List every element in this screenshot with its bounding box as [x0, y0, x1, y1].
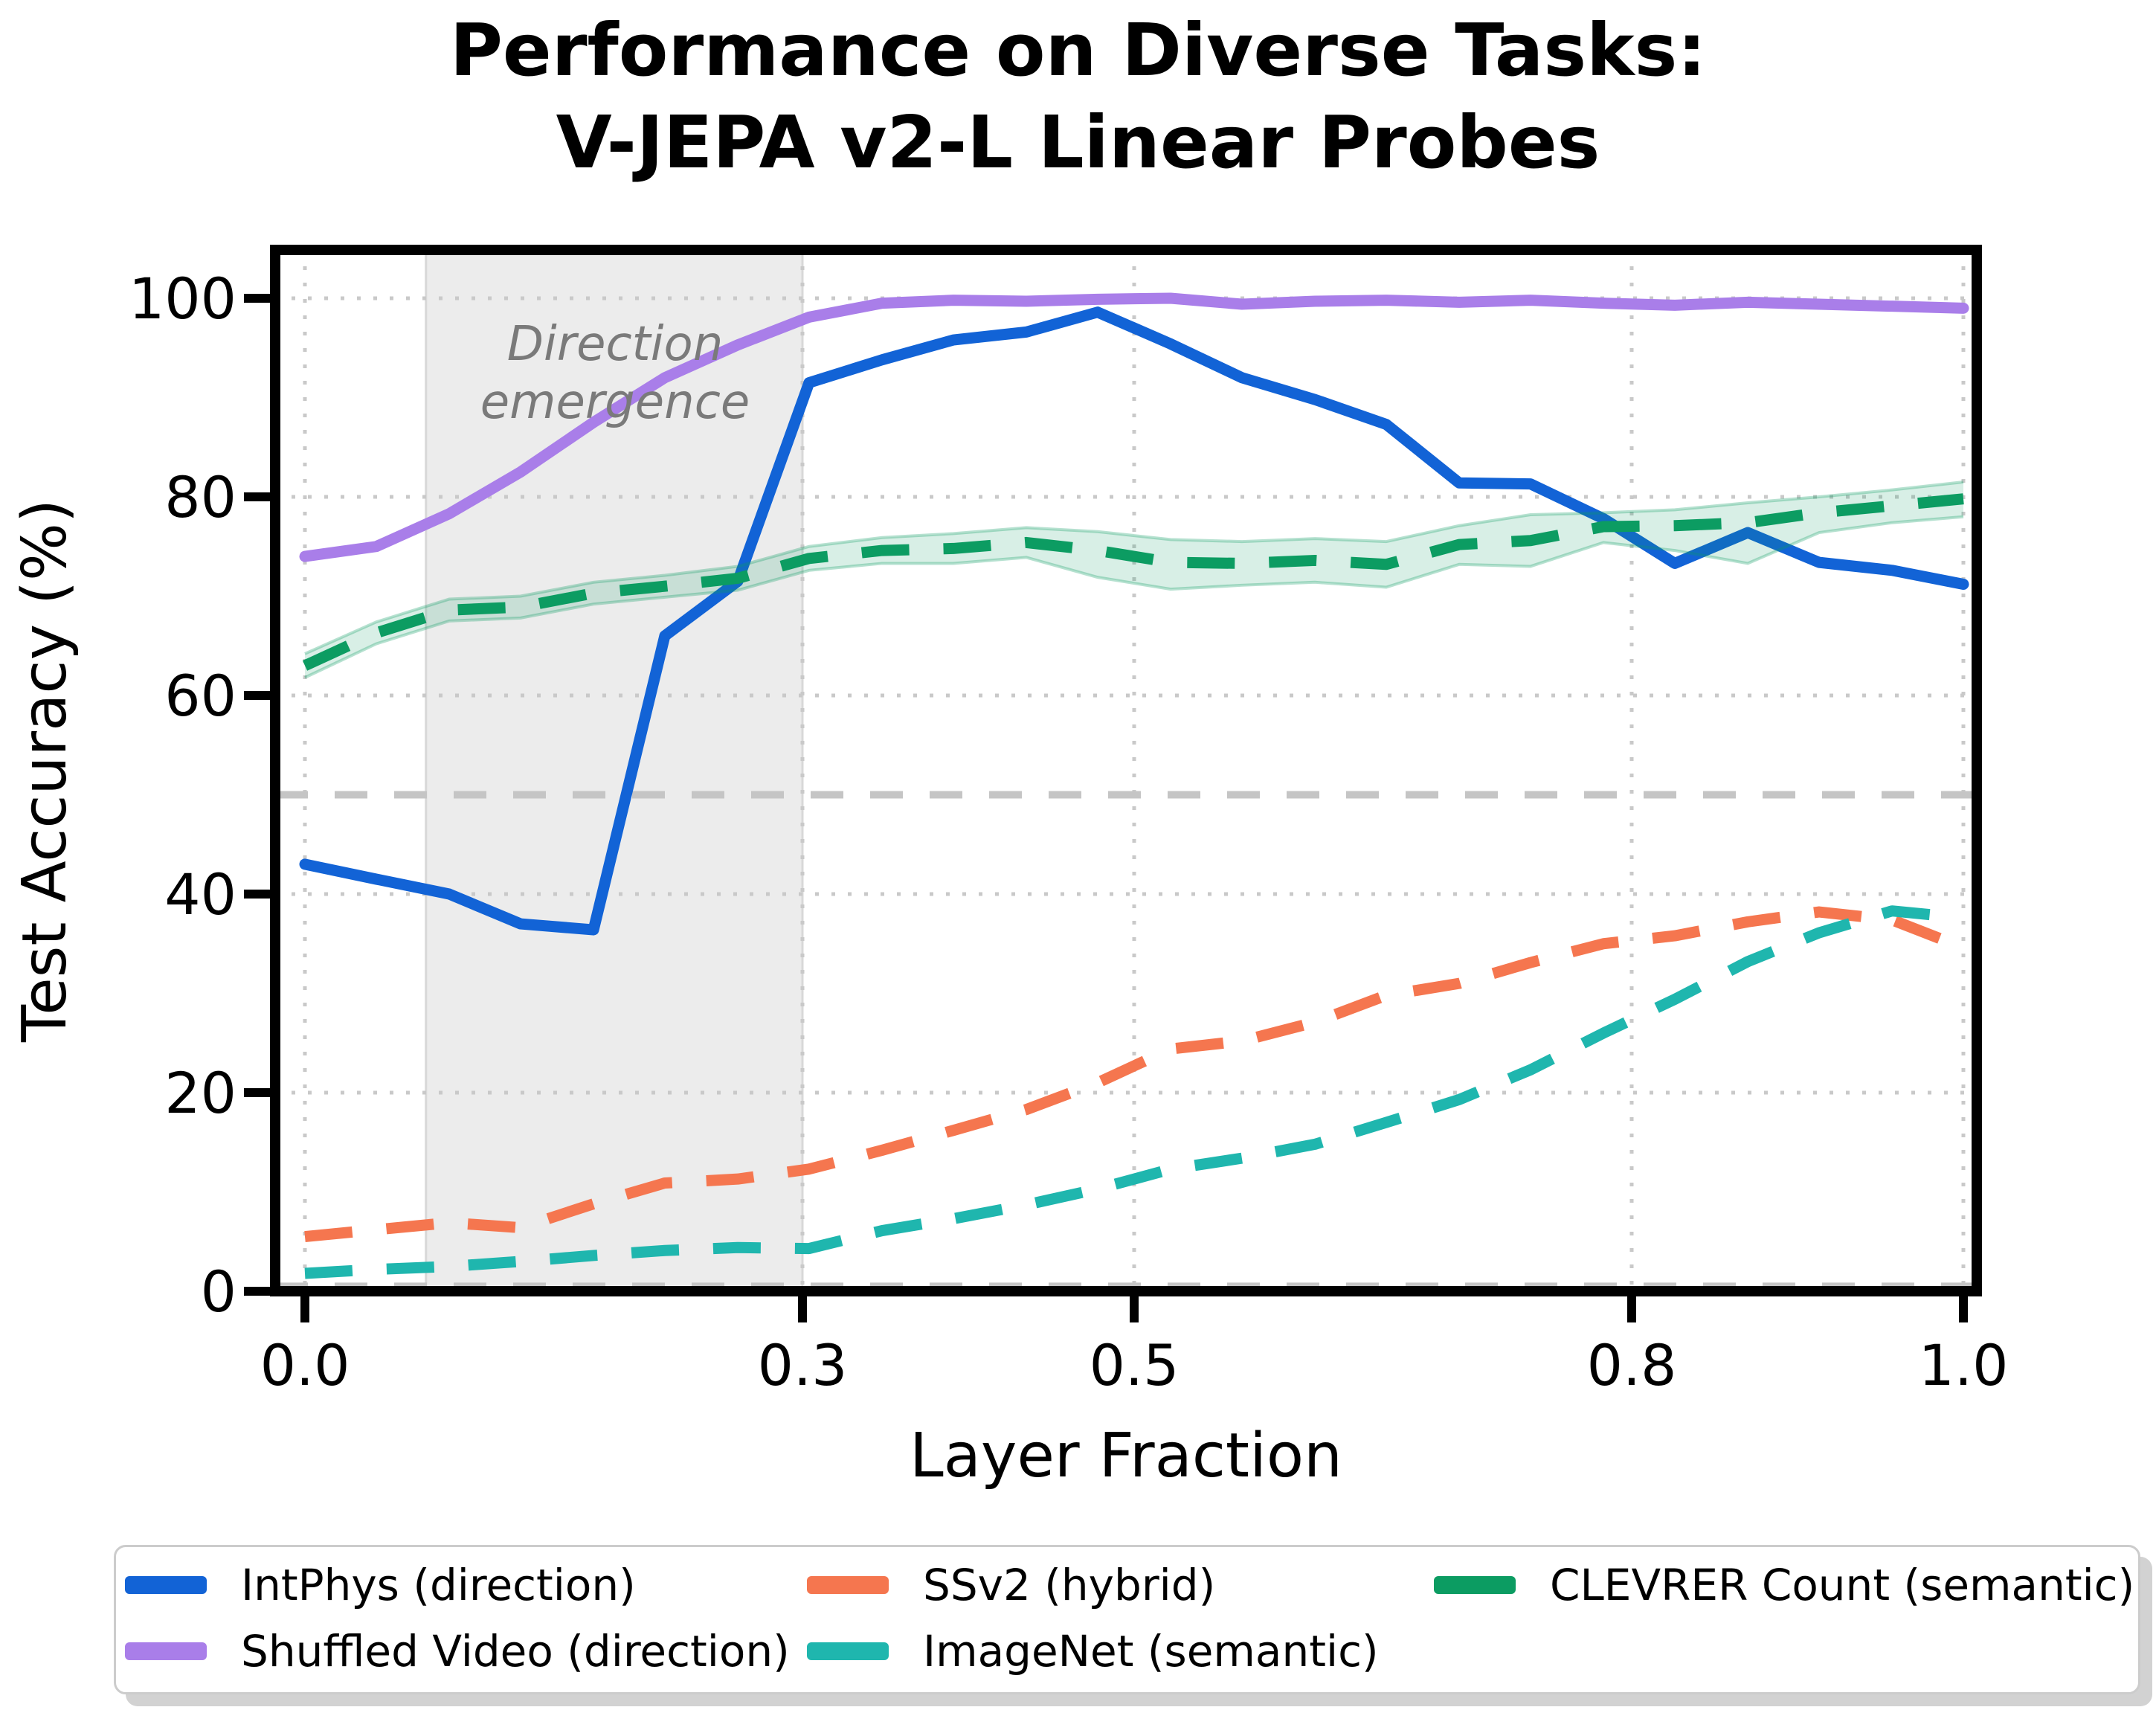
clevrer-band-upper-edge [304, 480, 1964, 655]
y-tick-label: 20 [164, 1060, 236, 1126]
series-lines [299, 292, 1969, 1279]
legend-label-clevrer: CLEVRER Count (semantic) [1550, 1560, 2135, 1610]
figure-title: Performance on Diverse Tasks: V-JEPA v2-… [0, 4, 2156, 189]
x-tick-label: 1.0 [1919, 1332, 2009, 1398]
annotation-direction-line2: emergence [480, 375, 750, 430]
y-tick-label: 80 [164, 464, 236, 530]
y-axis-label: Test Accuracy (%) [10, 499, 80, 1043]
figure-title-line2: V-JEPA v2-L Linear Probes [556, 100, 1600, 185]
legend-swatch-intphys [125, 1576, 207, 1594]
legend-label-imagenet: ImageNet (semantic) [923, 1626, 1379, 1677]
axes-spines [270, 245, 1982, 1296]
direction-emergence-region [425, 250, 802, 1291]
legend-item-intphys: IntPhys (direction) [125, 1560, 636, 1610]
legend-label-ssv2: SSv2 (hybrid) [923, 1560, 1216, 1610]
tick-marks-and-labels: 0.0 0.3 0.5 0.8 1.0 0 20 40 60 80 100 [129, 266, 2009, 1398]
legend-item-clevrer: CLEVRER Count (semantic) [1434, 1560, 2134, 1610]
x-tick-label: 0.3 [758, 1332, 848, 1398]
line-ssv2 [304, 906, 1966, 1243]
figure-title-line1: Performance on Diverse Tasks: [449, 8, 1707, 92]
line-intphys [299, 306, 1969, 936]
legend-item-imagenet: ImageNet (semantic) [807, 1626, 1379, 1677]
legend-swatch-clevrer [1434, 1576, 1516, 1594]
legend-label-shuffled-video: Shuffled Video (direction) [241, 1626, 790, 1677]
y-tick-label: 100 [129, 266, 236, 332]
legend-swatch-ssv2 [807, 1576, 889, 1594]
legend-item-ssv2: SSv2 (hybrid) [807, 1560, 1215, 1610]
legend-swatch-shuffled-video [125, 1642, 207, 1660]
highlight-region [425, 250, 804, 1291]
x-tick-label: 0.0 [260, 1332, 350, 1398]
annotation-direction-line1: Direction [507, 317, 724, 372]
x-tick-label: 0.8 [1587, 1332, 1677, 1398]
x-axis-label: Layer Fraction [910, 1421, 1342, 1491]
x-tick-label: 0.5 [1090, 1332, 1180, 1398]
legend: IntPhys (direction) Shuffled Video (dire… [114, 1545, 2140, 1694]
y-tick-label: 0 [201, 1259, 236, 1325]
clevrer-band-lower-edge [304, 515, 1964, 679]
line-clevrer [302, 493, 1964, 671]
y-tick-label: 60 [164, 663, 236, 729]
axes-frame [270, 245, 1982, 1296]
legend-item-shuffled-video: Shuffled Video (direction) [125, 1626, 790, 1677]
clevrer-confidence-band [305, 481, 1963, 678]
legend-label-intphys: IntPhys (direction) [241, 1560, 636, 1610]
y-tick-label: 40 [164, 861, 236, 928]
legend-swatch-imagenet [807, 1642, 889, 1660]
line-imagenet [304, 905, 1964, 1279]
line-shuffled-video [299, 292, 1969, 562]
